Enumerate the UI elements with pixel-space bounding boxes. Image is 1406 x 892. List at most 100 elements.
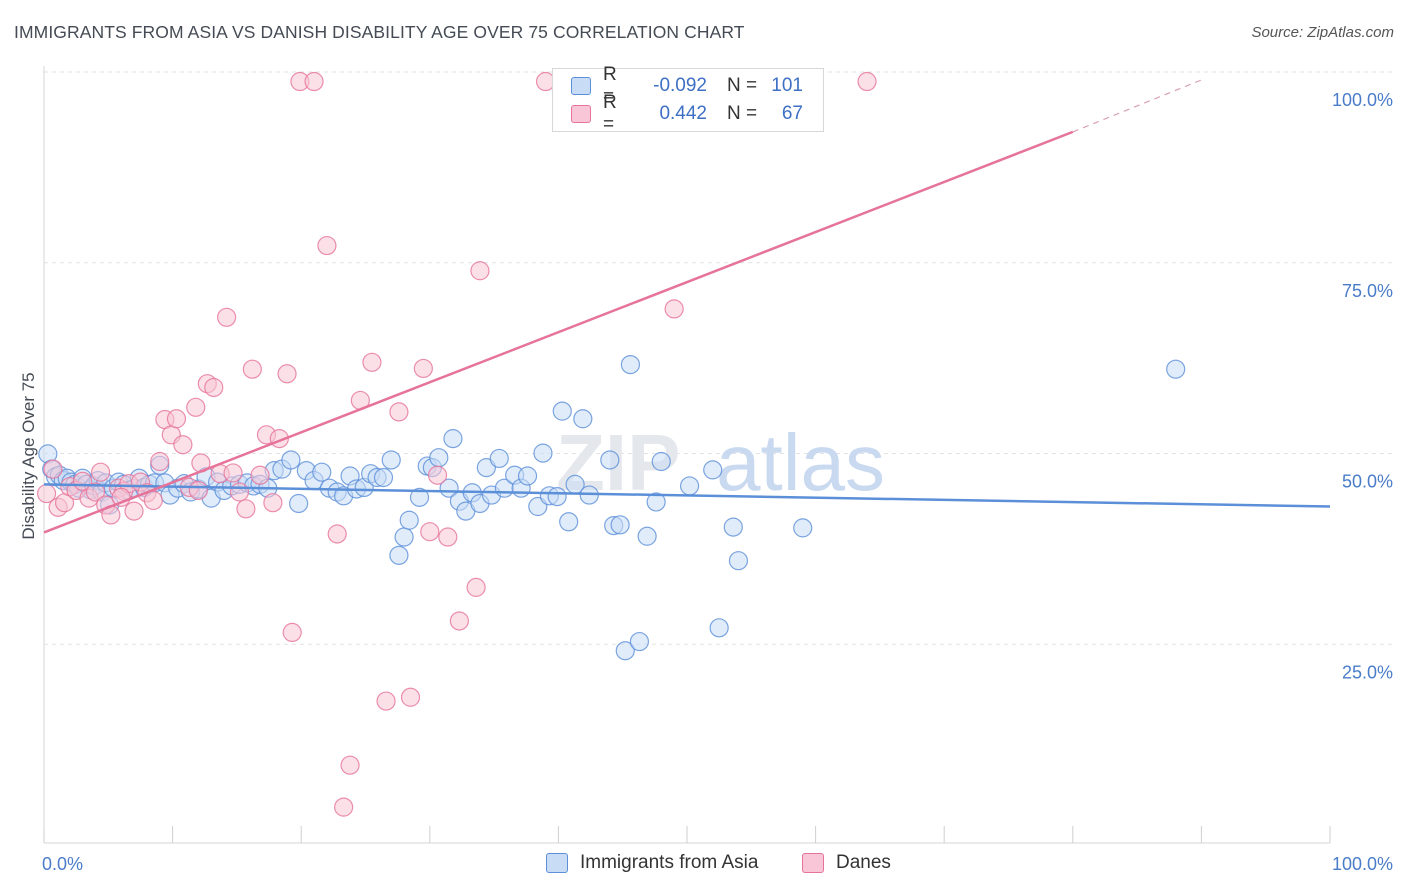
legend-swatch-danes (802, 853, 824, 873)
point-danes (389, 402, 409, 422)
point-asia (610, 515, 630, 535)
stats-row-danes: R = 0.442 N = 67 (571, 92, 803, 135)
trend-extension-danes (1072, 79, 1202, 133)
point-danes (304, 71, 324, 92)
point-danes (229, 482, 250, 502)
point-asia (517, 466, 538, 486)
point-danes (466, 577, 486, 597)
trend-lines (43, 79, 1331, 534)
point-asia (651, 451, 671, 472)
point-danes (449, 611, 469, 631)
point-danes (188, 480, 208, 501)
n-label: N = (727, 75, 758, 96)
point-asia (679, 476, 700, 496)
point-danes (470, 261, 490, 281)
point-danes (236, 499, 256, 519)
trend-line-danes (43, 130, 1074, 534)
point-danes (376, 691, 396, 711)
point-danes (413, 358, 433, 379)
point-asia (389, 545, 409, 565)
point-asia (443, 429, 463, 449)
n-label: N = (727, 103, 758, 124)
legend-label-asia: Immigrants from Asia (580, 852, 759, 873)
trend-line-asia (43, 483, 1331, 508)
point-danes (317, 235, 337, 256)
y-tick-labels: 25.0% 50.0% 75.0% 100.0% (1332, 90, 1393, 682)
point-asia (723, 517, 743, 537)
stats-legend: R = -0.092 N = 101 R = 0.442 N = 67 (552, 64, 824, 135)
y-tick-label-50: 50.0% (1342, 472, 1393, 492)
point-asia (1166, 359, 1186, 379)
point-asia (552, 401, 572, 421)
point-danes (43, 459, 63, 479)
point-danes (438, 527, 458, 547)
point-danes (150, 451, 170, 472)
point-asia (620, 354, 641, 375)
data-points (36, 71, 1186, 817)
point-asia (281, 450, 301, 470)
gridlines (44, 71, 1392, 645)
point-asia (399, 510, 419, 530)
legend-swatch-asia (546, 853, 568, 873)
point-asia (793, 518, 813, 538)
point-asia (409, 487, 430, 507)
stats-row-asia: R = -0.092 N = 101 (571, 64, 803, 107)
r-label: R = (603, 92, 617, 135)
point-asia (489, 448, 509, 469)
point-asia (629, 631, 650, 652)
point-danes (242, 359, 262, 379)
point-danes (90, 462, 111, 482)
point-asia (600, 450, 620, 470)
legend-item-asia[interactable]: Immigrants from Asia (546, 852, 758, 874)
n-value-danes: 67 (781, 103, 803, 124)
point-asia (429, 448, 449, 468)
r-label: R = (603, 64, 617, 107)
point-danes (282, 622, 302, 643)
y-tick-label-75: 75.0% (1342, 281, 1393, 301)
point-asia (533, 443, 553, 463)
point-danes (277, 364, 297, 384)
point-danes (340, 755, 360, 775)
axes (43, 66, 1331, 844)
point-danes (362, 352, 382, 372)
r-value-danes: 0.442 (659, 103, 707, 124)
point-danes (166, 409, 187, 429)
point-danes (217, 307, 237, 327)
point-danes (327, 524, 347, 544)
point-danes (223, 463, 243, 483)
point-danes (420, 522, 440, 542)
point-danes (173, 435, 193, 455)
point-danes (143, 490, 163, 511)
point-danes (664, 299, 684, 319)
swatch-danes (571, 105, 591, 123)
point-danes (857, 71, 877, 92)
point-asia (547, 486, 567, 507)
y-axis-label: Disability Age Over 75 (19, 372, 38, 539)
point-danes (204, 377, 224, 398)
point-asia (709, 618, 729, 638)
point-danes (334, 797, 354, 817)
point-asia (728, 551, 749, 571)
swatch-asia (571, 77, 591, 95)
y-tick-label-25: 25.0% (1342, 662, 1393, 682)
x-tick-label-min: 0.0% (42, 854, 83, 874)
point-asia (703, 460, 723, 480)
point-danes (85, 482, 106, 502)
chart-source: Source: ZipAtlas.com (1251, 24, 1394, 41)
point-asia (573, 409, 593, 429)
point-danes (186, 397, 206, 417)
chart-title: IMMIGRANTS FROM ASIA VS DANISH DISABILIT… (14, 22, 745, 42)
point-danes (427, 465, 448, 485)
y-tick-label-100: 100.0% (1332, 90, 1393, 110)
point-asia (439, 478, 459, 498)
point-asia (646, 492, 666, 512)
x-tick-label-max: 100.0% (1332, 854, 1393, 874)
legend-item-danes[interactable]: Danes (802, 852, 891, 874)
point-danes (400, 687, 421, 707)
r-value-asia: -0.092 (653, 75, 707, 96)
point-asia (381, 450, 401, 470)
point-asia (637, 526, 657, 546)
point-asia (559, 512, 579, 532)
point-asia (615, 641, 635, 661)
